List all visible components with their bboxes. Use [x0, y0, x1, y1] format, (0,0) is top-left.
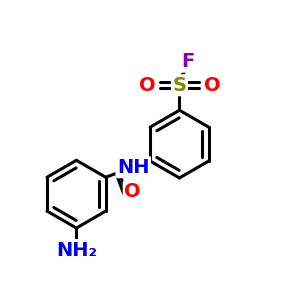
Text: NH: NH	[117, 158, 149, 177]
Text: F: F	[182, 52, 195, 71]
Text: O: O	[203, 76, 220, 95]
Text: NH₂: NH₂	[56, 241, 97, 260]
Text: O: O	[124, 182, 141, 201]
Text: S: S	[172, 76, 186, 95]
Text: O: O	[139, 76, 155, 95]
